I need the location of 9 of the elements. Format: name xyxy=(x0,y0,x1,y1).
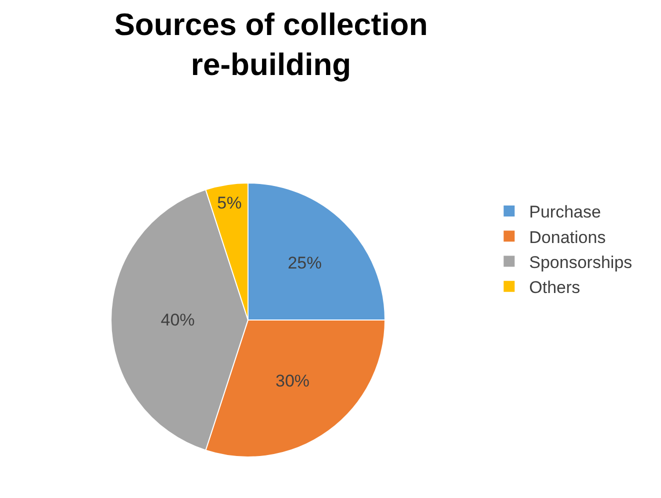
legend-label: Donations xyxy=(529,228,606,247)
legend-label: Purchase xyxy=(529,202,601,222)
data-label: 25% xyxy=(288,254,322,273)
chart-title: Sources of collection re-building xyxy=(114,6,428,82)
data-label: 40% xyxy=(160,310,195,330)
data-label: 30% xyxy=(276,372,310,391)
legend-label: Others xyxy=(529,278,580,297)
data-label: 5% xyxy=(217,193,242,212)
legend-label: Sponsorships xyxy=(529,252,632,272)
